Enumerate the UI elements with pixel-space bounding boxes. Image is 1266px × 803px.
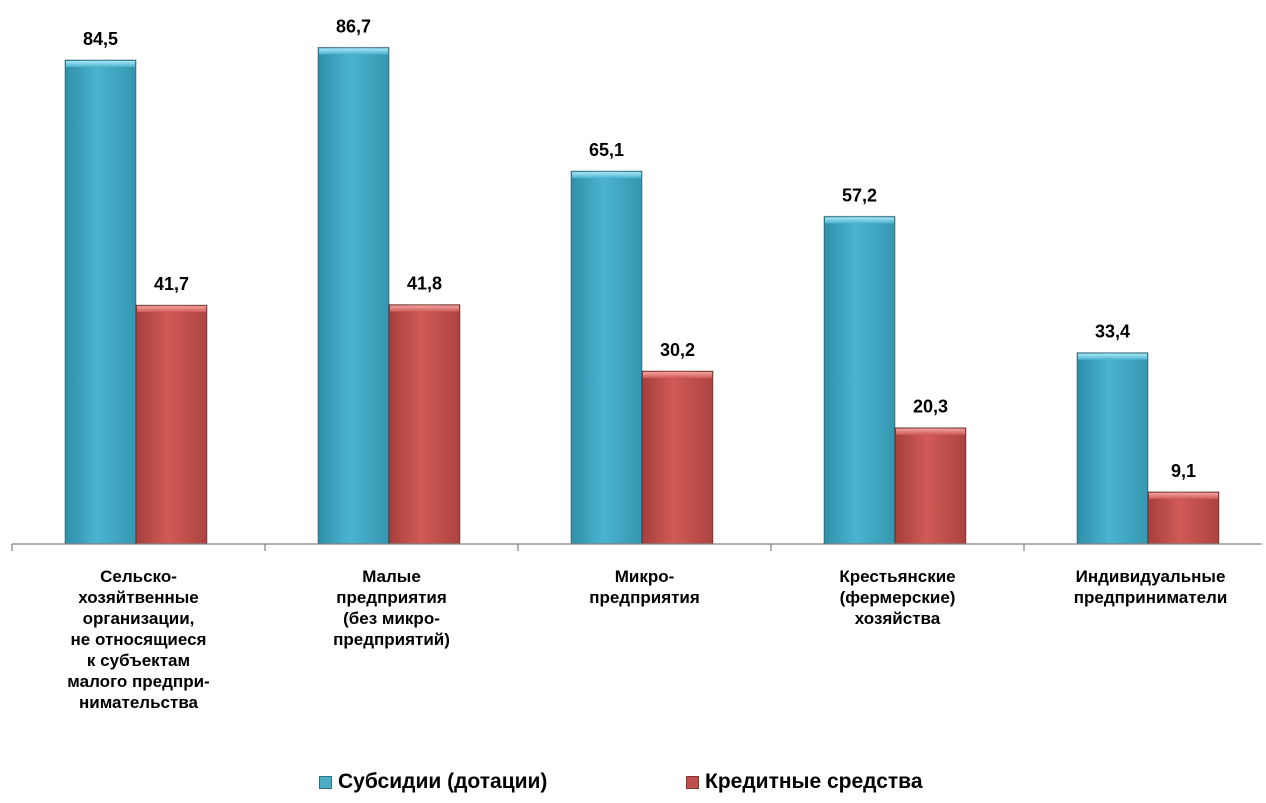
legend-swatch-credit: [686, 775, 699, 789]
value-label-subsidies-4: 33,4: [1095, 322, 1130, 342]
bar-subsidies-0: [64, 59, 137, 545]
category-label-1: Малые предприятия (без микро- предприяти…: [333, 567, 450, 649]
bar-credit-2: [641, 370, 714, 545]
bar-bevel: [572, 172, 641, 179]
value-label-subsidies-0: 84,5: [83, 29, 118, 49]
category-label-2: Микро- предприятия: [589, 567, 700, 607]
bar-bevel: [319, 48, 388, 55]
value-label-subsidies-3: 57,2: [842, 185, 877, 205]
bar-subsidies-4: [1076, 352, 1149, 545]
legend-item-subsidies: Субсидии (дотации): [319, 770, 547, 794]
value-label-subsidies-1: 86,7: [336, 16, 371, 36]
bar-bevel: [1078, 353, 1147, 360]
category-label-4: Индивидуальные предприниматели: [1073, 567, 1228, 607]
legend-label-credit: Кредитные средства: [705, 770, 923, 793]
bar-bevel: [66, 61, 135, 67]
bar-bevel: [137, 306, 206, 313]
value-label-subsidies-2: 65,1: [589, 140, 624, 160]
bar-subsidies-3: [823, 215, 896, 545]
bar-bevel: [643, 372, 712, 379]
value-label-credit-1: 41,8: [407, 274, 442, 294]
value-label-credit-3: 20,3: [913, 397, 948, 417]
bar-chart: 84,5 41,7 86,7 41,8 65,1 30,2 57,2 20,3 33,4 9,1: [11, 16, 1262, 551]
value-label-credit-2: 30,2: [660, 340, 695, 360]
bar-credit-1: [388, 304, 461, 545]
value-label-credit-4: 9,1: [1171, 461, 1196, 481]
legend-swatch-subsidies: [319, 775, 332, 789]
bar-credit-0: [135, 304, 208, 545]
value-label-credit-0: 41,7: [154, 274, 189, 294]
category-label-0: Сельско- хозяйтвенные организации, не от…: [67, 567, 210, 712]
bar-credit-4: [1147, 491, 1220, 545]
bar-bevel: [390, 305, 459, 312]
bar-subsidies-1: [317, 46, 390, 545]
legend-item-credit: Кредитные средства: [686, 770, 923, 794]
legend: Субсидии (дотации) Кредитные средства: [0, 770, 1266, 800]
bar-bevel: [896, 428, 965, 435]
legend-label-subsidies: Субсидии (дотации): [338, 770, 548, 793]
bar-credit-3: [894, 427, 967, 545]
bar-bevel: [1149, 492, 1218, 499]
bar-bevel: [825, 217, 894, 224]
category-label-3: Крестьянские (фермерские) хозяйства: [839, 567, 956, 628]
bar-subsidies-2: [570, 170, 643, 545]
